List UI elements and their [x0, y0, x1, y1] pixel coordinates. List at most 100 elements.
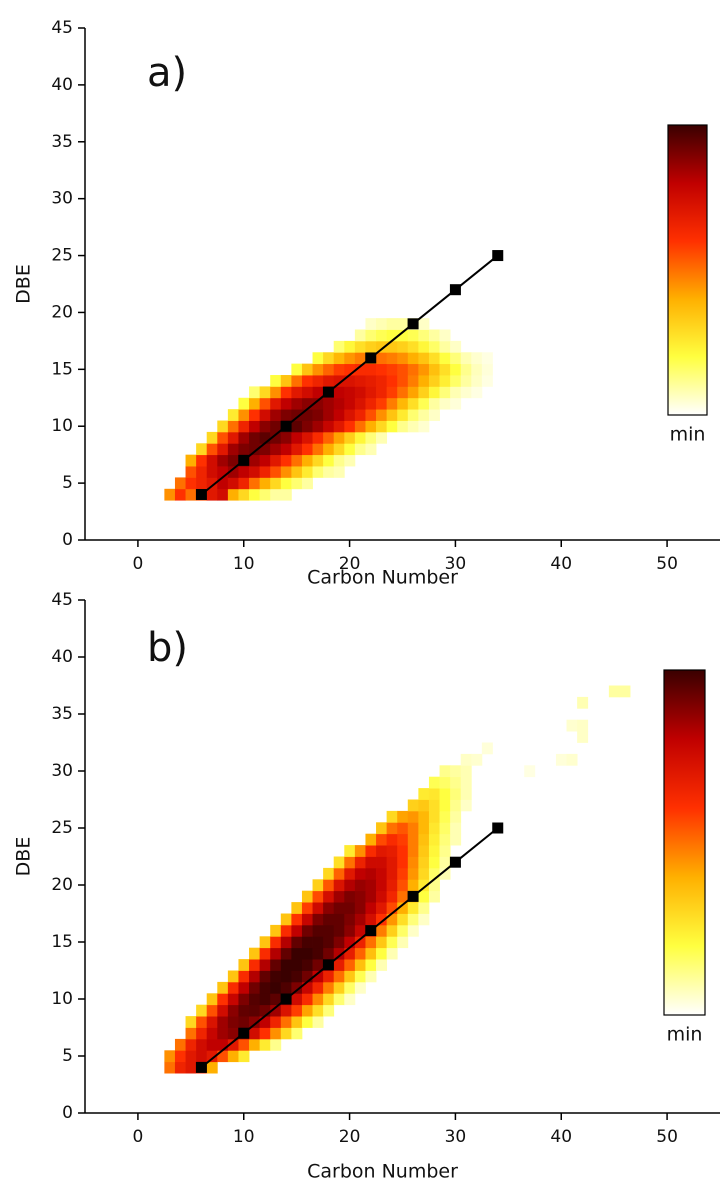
heatmap-cell [344, 947, 356, 960]
heatmap-cell [249, 409, 261, 421]
heatmap-cell [280, 936, 292, 949]
heatmap-cell [460, 352, 472, 365]
heatmap-cell [376, 845, 388, 857]
y-tick-label: 15 [51, 359, 73, 379]
heatmap-cell [333, 902, 345, 914]
heatmap-cell [323, 466, 335, 478]
heatmap-cell [291, 420, 303, 433]
heatmap-cell [291, 477, 303, 490]
heatmap-cell [344, 352, 356, 365]
heatmap-cell [196, 1038, 208, 1051]
heatmap-cell [365, 397, 377, 410]
heatmap-cell [555, 753, 567, 766]
heatmap-cell [397, 833, 409, 846]
heatmap-cell [291, 959, 303, 971]
heatmap-cell [249, 431, 261, 444]
heatmap-cell [439, 386, 451, 399]
heatmap-cell [386, 822, 398, 835]
heatmap-cell [280, 488, 292, 501]
heatmap-cell [365, 363, 377, 376]
heatmap-cell [259, 959, 271, 971]
heatmap-cell [397, 329, 409, 342]
heatmap-cell [280, 1016, 292, 1028]
heatmap-cell [344, 970, 356, 983]
heatmap-cell [407, 397, 419, 410]
heatmap-cell [344, 363, 356, 376]
heatmap-cell [227, 981, 239, 994]
colorbar [663, 669, 706, 1016]
heatmap-cell [439, 352, 451, 365]
heatmap-cell [227, 993, 239, 1006]
heatmap-cell [291, 409, 303, 421]
heatmap-cell [471, 352, 483, 365]
heatmap-cell [376, 959, 388, 971]
heatmap-cell [418, 879, 430, 892]
heatmap-cell [227, 477, 239, 490]
heatmap-cell [249, 1004, 261, 1017]
heatmap-cell [196, 443, 208, 456]
heatmap-cell [386, 329, 398, 342]
heatmap-cell [333, 454, 345, 467]
heatmap-cell [259, 454, 271, 467]
heatmap-cell [206, 1038, 218, 1051]
heatmap-cell [333, 363, 345, 376]
series-marker [238, 1027, 250, 1039]
heatmap-cell [291, 1016, 303, 1028]
heatmap-cell [450, 810, 462, 823]
heatmap-cell [407, 913, 419, 926]
panel-label: a) [147, 50, 187, 96]
heatmap-cell [217, 454, 229, 467]
heatmap-cell [376, 431, 388, 444]
heatmap-cell [206, 443, 218, 456]
y-tick-label: 35 [51, 704, 73, 724]
heatmap-cell [291, 993, 303, 1006]
heatmap-cell [301, 397, 313, 410]
heatmap-cell [259, 993, 271, 1006]
heatmap-cell [333, 936, 345, 949]
heatmap-cell [249, 959, 261, 971]
heatmap-cell [301, 443, 313, 456]
heatmap-cell [344, 981, 356, 994]
y-tick-label: 30 [51, 761, 73, 781]
heatmap-cell [397, 318, 409, 330]
series-marker [280, 993, 292, 1005]
heatmap-cell [407, 879, 419, 892]
heatmap-cell [397, 867, 409, 880]
heatmap-cell [428, 845, 440, 857]
heatmap-cell [227, 409, 239, 421]
heatmap-cell [312, 1004, 324, 1017]
heatmap-cell [280, 431, 292, 444]
series-marker [365, 352, 377, 364]
heatmap-cell [259, 1016, 271, 1028]
heatmap-cell [312, 1016, 324, 1028]
heatmap-cell [481, 363, 493, 376]
heatmap-cell [280, 947, 292, 960]
heatmap-cell [323, 970, 335, 983]
heatmap-cell [577, 696, 589, 709]
heatmap-cell [428, 833, 440, 846]
series-marker [322, 959, 334, 971]
heatmap-cell [376, 318, 388, 330]
heatmap-cell [227, 1004, 239, 1017]
heatmap-cell [333, 386, 345, 399]
heatmap-cell [397, 409, 409, 421]
heatmap-cell [206, 993, 218, 1006]
heatmap-cell [354, 363, 366, 376]
heatmap-cell [217, 1004, 229, 1017]
heatmap-cell [333, 947, 345, 960]
y-tick-label: 45 [51, 590, 73, 610]
heatmap-cell [407, 352, 419, 365]
heatmap-cell [249, 1027, 261, 1040]
heatmap-cell [291, 981, 303, 994]
heatmap-cell [460, 363, 472, 376]
heatmap-cell [439, 375, 451, 387]
heatmap-cell [386, 902, 398, 914]
y-axis-label: DBE [13, 264, 35, 304]
heatmap-cell [291, 1027, 303, 1040]
heatmap-cell [354, 879, 366, 892]
heatmap-cell [249, 466, 261, 478]
heatmap-cell [259, 1004, 271, 1017]
heatmap-cell [365, 913, 377, 926]
heatmap-cell [386, 833, 398, 846]
heatmap-cell [608, 685, 620, 698]
